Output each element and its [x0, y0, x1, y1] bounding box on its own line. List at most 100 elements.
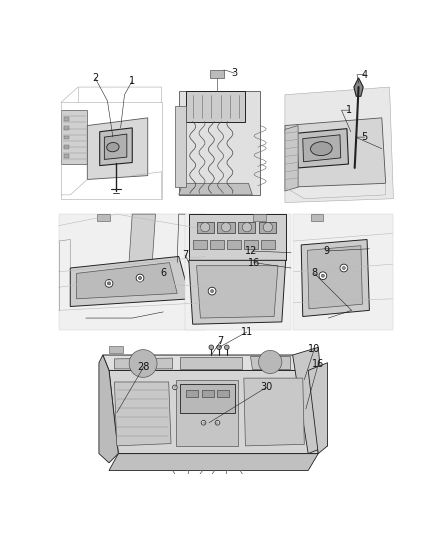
Polygon shape [175, 106, 187, 187]
Polygon shape [354, 78, 363, 96]
Text: 16: 16 [312, 359, 325, 369]
Bar [244, 239, 258, 249]
Circle shape [215, 421, 220, 425]
Circle shape [340, 264, 348, 272]
Circle shape [209, 345, 214, 350]
Circle shape [217, 345, 221, 350]
Bar [218, 390, 229, 398]
Text: 9: 9 [323, 246, 329, 256]
Polygon shape [59, 214, 206, 329]
Circle shape [173, 385, 177, 390]
Bar [210, 70, 224, 78]
Circle shape [129, 350, 157, 377]
Polygon shape [109, 370, 318, 454]
Polygon shape [189, 214, 286, 260]
Polygon shape [103, 355, 308, 370]
Bar [259, 222, 276, 233]
Circle shape [263, 223, 272, 232]
Polygon shape [61, 110, 87, 164]
Text: 10: 10 [308, 344, 321, 354]
Bar [227, 239, 241, 249]
Polygon shape [244, 378, 304, 446]
Circle shape [224, 345, 229, 350]
Circle shape [201, 421, 206, 425]
Circle shape [208, 287, 216, 295]
Polygon shape [128, 214, 155, 272]
Polygon shape [301, 239, 369, 317]
Circle shape [211, 289, 214, 293]
Polygon shape [308, 363, 328, 454]
Text: 12: 12 [245, 246, 258, 256]
Polygon shape [189, 260, 286, 324]
Polygon shape [285, 87, 393, 203]
Circle shape [201, 223, 210, 232]
Circle shape [342, 266, 346, 270]
Polygon shape [250, 356, 290, 369]
Text: 3: 3 [232, 68, 237, 78]
Circle shape [105, 280, 113, 287]
Bar [97, 214, 110, 221]
Bar [64, 117, 69, 121]
Text: 7: 7 [218, 336, 224, 346]
Polygon shape [70, 256, 191, 306]
Polygon shape [197, 265, 278, 318]
Bar [64, 145, 69, 149]
Bar [253, 214, 265, 221]
Polygon shape [185, 214, 291, 329]
Polygon shape [307, 246, 362, 309]
Text: 8: 8 [311, 269, 318, 278]
Polygon shape [77, 263, 177, 299]
Text: 7: 7 [182, 250, 188, 260]
Polygon shape [87, 118, 148, 180]
Bar [202, 390, 214, 398]
Bar [193, 239, 207, 249]
Bar [210, 239, 224, 249]
Circle shape [107, 282, 110, 285]
Circle shape [221, 223, 231, 232]
Circle shape [321, 274, 325, 277]
Polygon shape [285, 118, 386, 187]
Text: 30: 30 [260, 382, 272, 392]
Text: 16: 16 [248, 257, 260, 268]
Polygon shape [285, 126, 298, 191]
Polygon shape [180, 384, 235, 413]
Polygon shape [99, 355, 118, 463]
Polygon shape [114, 358, 173, 369]
Polygon shape [303, 135, 341, 161]
Ellipse shape [311, 142, 332, 156]
Bar [187, 390, 198, 398]
Bar [64, 135, 69, 140]
Bar [109, 346, 123, 353]
Text: 11: 11 [241, 327, 253, 337]
Circle shape [242, 223, 251, 232]
Polygon shape [100, 128, 132, 166]
Polygon shape [109, 454, 318, 471]
Bar [238, 222, 255, 233]
Polygon shape [297, 128, 349, 168]
Ellipse shape [107, 142, 119, 152]
Text: 1: 1 [346, 105, 352, 115]
Circle shape [136, 274, 144, 282]
Polygon shape [179, 91, 260, 195]
Polygon shape [187, 91, 245, 122]
Polygon shape [293, 348, 328, 454]
Circle shape [258, 350, 282, 374]
Text: 5: 5 [362, 132, 368, 142]
Polygon shape [114, 382, 171, 446]
Text: 6: 6 [160, 269, 166, 278]
Bar [197, 222, 214, 233]
Text: 2: 2 [92, 73, 98, 83]
Polygon shape [177, 379, 238, 446]
Polygon shape [293, 214, 392, 329]
Text: 28: 28 [138, 361, 150, 372]
Polygon shape [104, 134, 127, 159]
Circle shape [138, 277, 141, 280]
Circle shape [319, 272, 327, 280]
Bar [218, 222, 235, 233]
Bar [64, 126, 69, 130]
Text: 4: 4 [362, 70, 368, 80]
Bar [311, 214, 323, 221]
Polygon shape [179, 183, 252, 195]
Bar [261, 239, 275, 249]
Text: 1: 1 [129, 76, 135, 86]
